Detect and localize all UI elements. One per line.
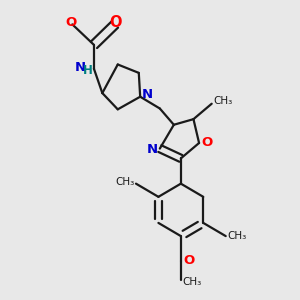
Text: CH₃: CH₃ <box>182 277 202 287</box>
Text: N: N <box>142 88 153 101</box>
Text: CH₃: CH₃ <box>115 177 135 187</box>
Text: N: N <box>146 143 158 156</box>
Text: CH₃: CH₃ <box>213 97 232 106</box>
Text: N: N <box>75 61 86 74</box>
Text: O: O <box>110 16 122 31</box>
Text: O: O <box>65 16 76 29</box>
Text: CH₃: CH₃ <box>227 231 246 241</box>
Text: O: O <box>202 136 213 149</box>
Text: H: H <box>83 64 93 76</box>
Text: O: O <box>184 254 195 267</box>
